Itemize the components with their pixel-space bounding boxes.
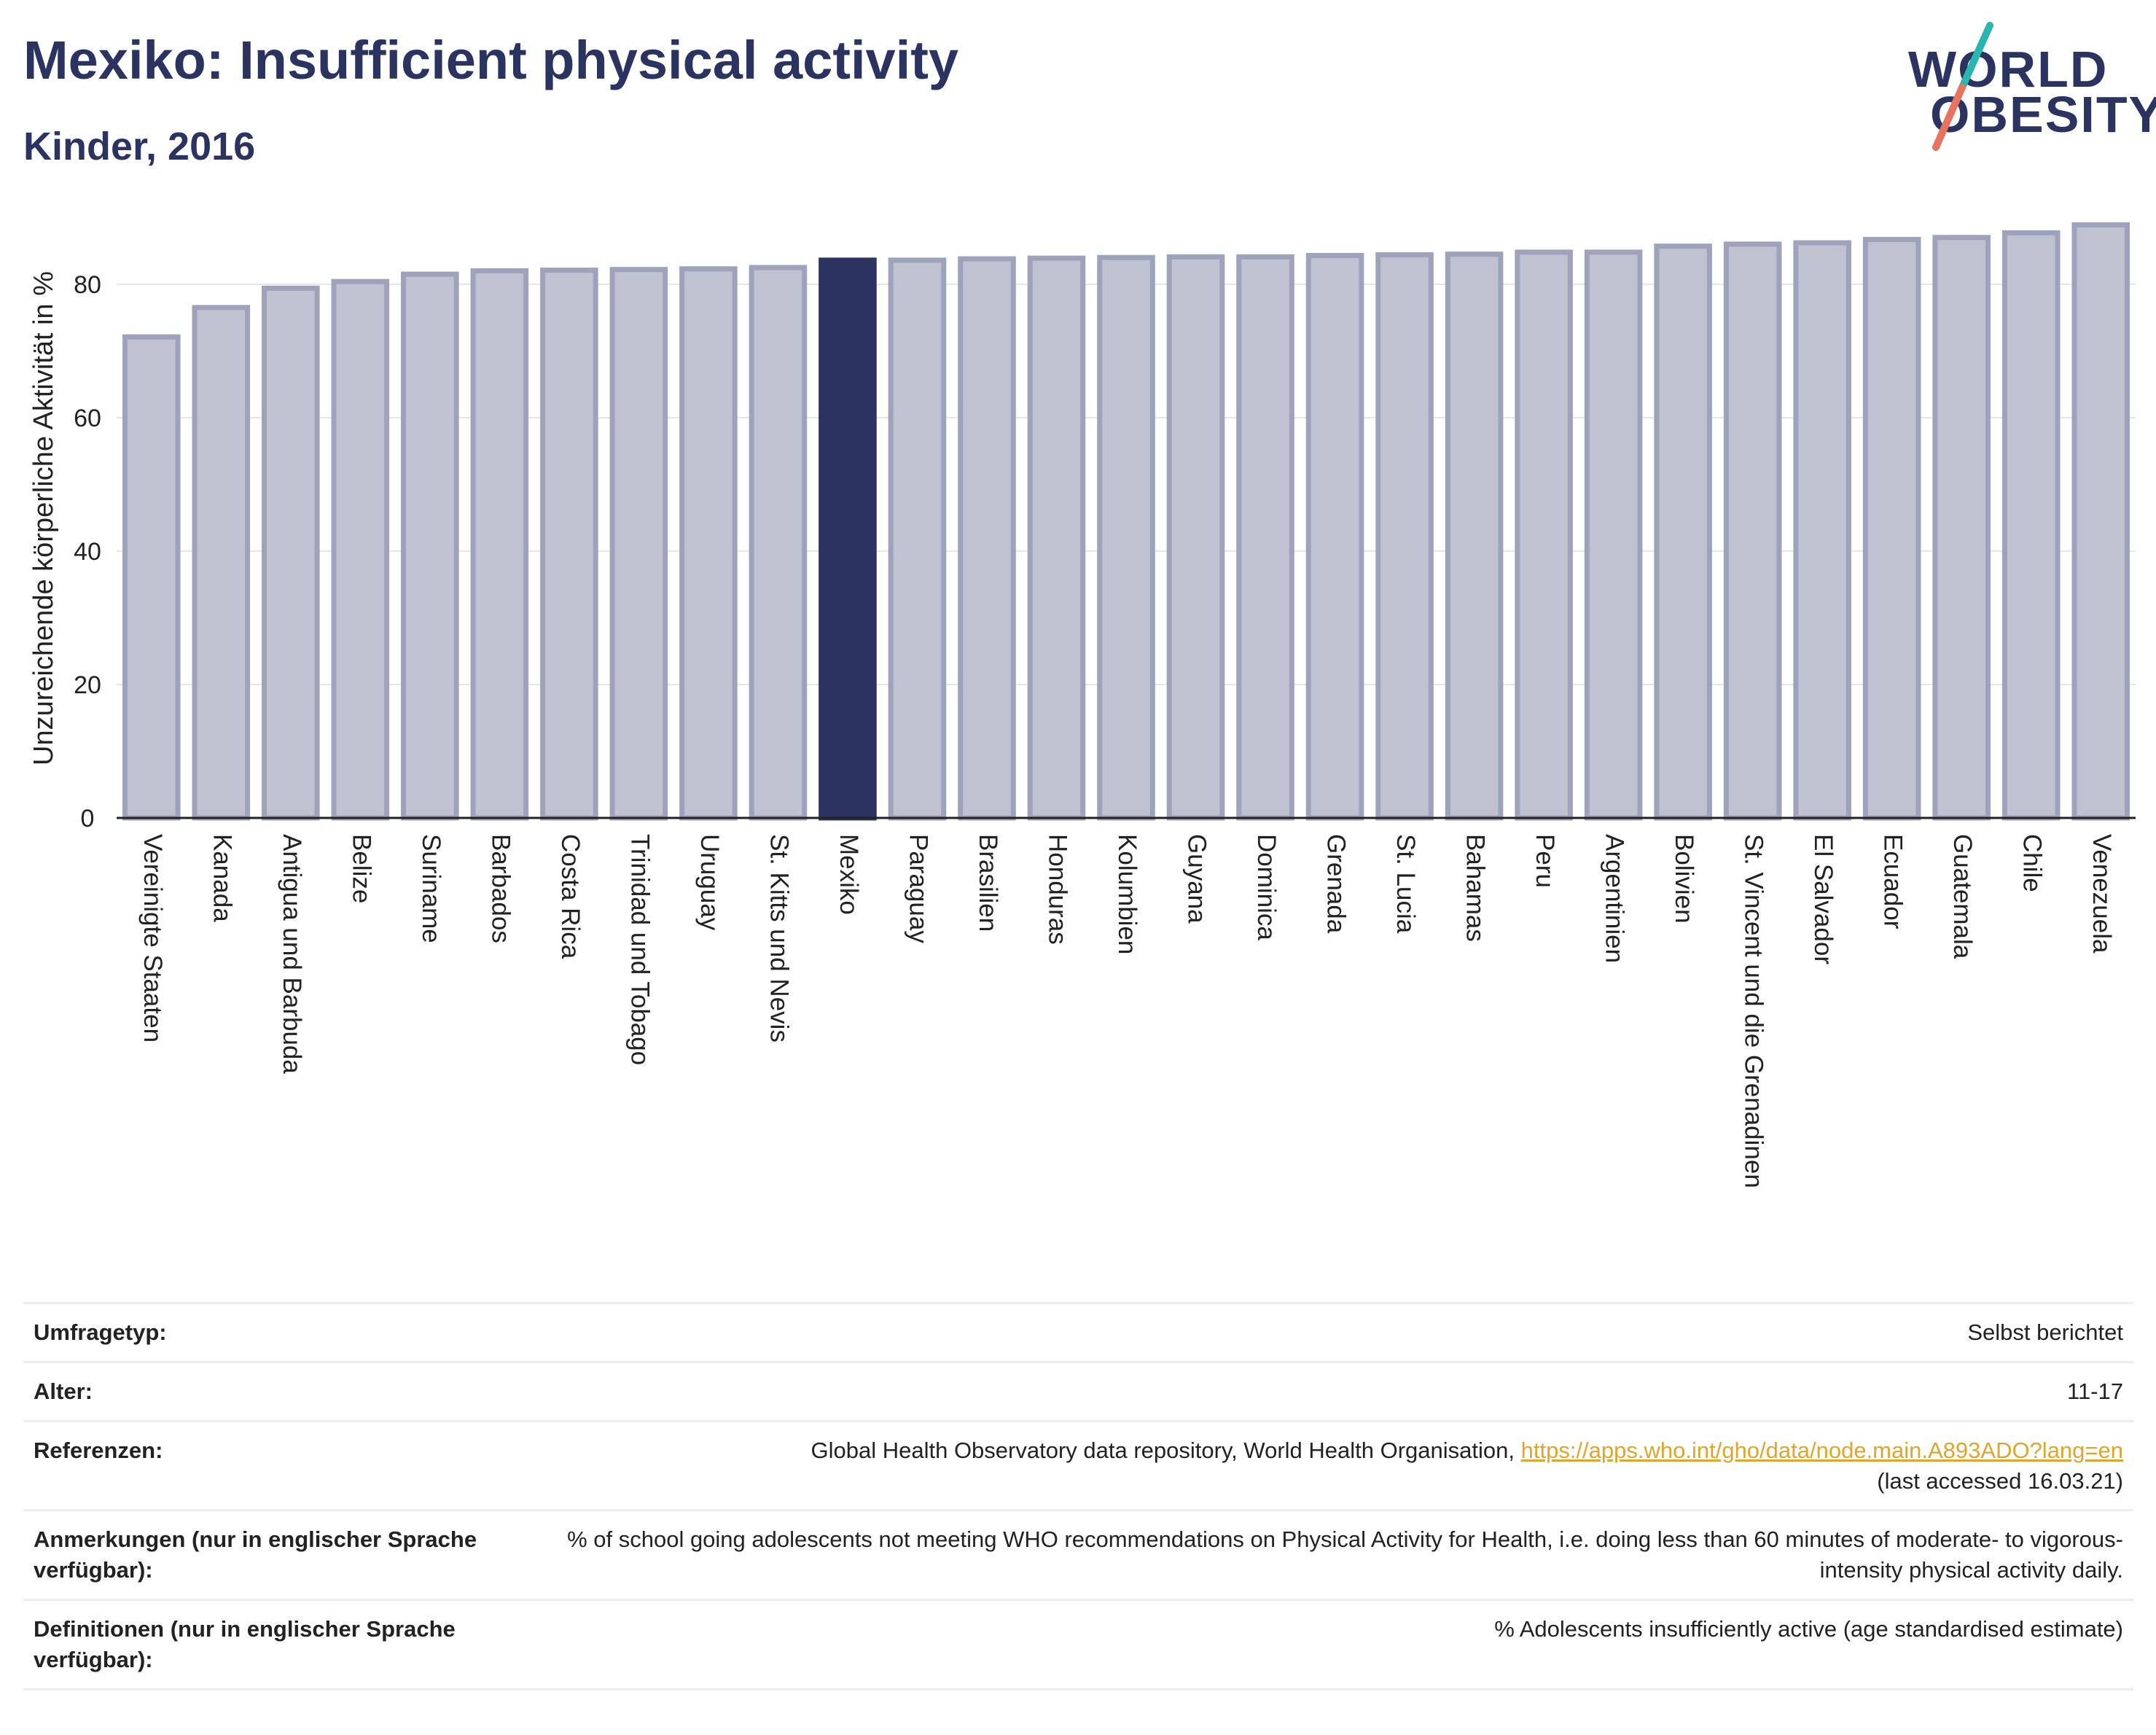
x-tick-label: Mexiko	[835, 834, 863, 915]
x-tick-label: Chile	[2018, 834, 2047, 892]
x-tick-label: Peru	[1531, 834, 1559, 888]
x-axis-labels: Vereinigte Staaten Kanada Antigua und Barb…	[138, 834, 2116, 1188]
x-tick-label: Trinidad und Tobago	[625, 834, 654, 1065]
bar-trinidad-und-tobago	[609, 267, 668, 821]
x-tick-label: Bolivien	[1670, 834, 1698, 924]
x-tick-label: Uruguay	[695, 834, 724, 931]
bar-honduras	[1027, 255, 1086, 821]
x-tick-label: St. Lucia	[1391, 834, 1420, 934]
reference-text: Global Health Observatory data repositor…	[811, 1437, 1515, 1463]
y-tick-label: 40	[74, 538, 101, 566]
x-tick-label: Kanada	[208, 834, 236, 922]
info-row-survey-type: Umfragetyp: Selbst berichtet	[23, 1302, 2133, 1361]
bar-costa-rica	[540, 268, 598, 821]
x-tick-label: Argentinien	[1601, 834, 1629, 963]
x-tick-label: Belize	[347, 834, 375, 903]
x-tick-label: Guyana	[1183, 834, 1211, 924]
x-tick-label: Venezuela	[2087, 834, 2116, 954]
info-value: 11-17	[2067, 1378, 2123, 1404]
x-tick-label: El Salvador	[1809, 834, 1837, 964]
y-tick-label: 20	[74, 671, 101, 699]
reference-link[interactable]: https://apps.who.int/gho/data/node.main.…	[1520, 1437, 2123, 1463]
bar-barbados	[470, 268, 529, 821]
bar-dominica	[1236, 254, 1294, 821]
logo-word-world: WORLD	[1908, 41, 2109, 98]
x-tick-label: Costa Rica	[556, 834, 585, 959]
info-table: Umfragetyp: Selbst berichtet Alter: 11-1…	[23, 1302, 2133, 1691]
info-row-notes: Anmerkungen (nur in englischer Sprache v…	[23, 1509, 2133, 1599]
x-tick-label: Grenada	[1322, 834, 1351, 934]
bar-chart: 0 20 40 60 80 Vereinigte Staaten Kanada Antigu…	[28, 222, 2136, 1188]
bar-kolumbien	[1097, 254, 1155, 821]
info-key: Definitionen (nur in englischer Sprache …	[34, 1616, 456, 1672]
bar-guatemala	[1932, 235, 1991, 821]
page-title: Mexiko: Insufficient physical activity	[23, 30, 959, 90]
bar-venezuela	[2071, 222, 2130, 821]
x-tick-label: St. Vincent und die Grenadinen	[1740, 834, 1768, 1188]
bar-grenada	[1305, 252, 1364, 821]
info-row-references: Referenzen: Global Health Observatory da…	[23, 1419, 2133, 1510]
info-value: Global Health Observatory data repositor…	[811, 1435, 2124, 1497]
info-value: % Adolescents insufficiently active (age…	[1494, 1616, 2123, 1642]
logo-word-obesity: OBESITY	[1930, 86, 2156, 143]
page-subtitle: Kinder, 2016	[23, 125, 256, 168]
y-tick-label: 0	[81, 805, 95, 833]
x-tick-label: Vereinigte Staaten	[138, 834, 167, 1042]
bar-antigua-und-barbuda	[261, 285, 320, 821]
y-tick-label: 60	[74, 405, 101, 432]
x-tick-label: Bahamas	[1461, 834, 1490, 942]
bar-mexiko	[819, 257, 877, 821]
bar-el-salvador	[1793, 240, 1851, 821]
world-obesity-logo: WORLD OBESITY	[1895, 22, 2156, 153]
x-tick-label: Antigua und Barbuda	[278, 834, 306, 1074]
info-key: Alter:	[34, 1378, 93, 1404]
y-tick-label: 80	[74, 271, 101, 299]
bar-st-lucia	[1375, 252, 1434, 821]
bar-st-vincent-und-die-grenadinen	[1723, 241, 1782, 821]
bar-bahamas	[1445, 252, 1504, 821]
bar-paraguay	[888, 257, 947, 821]
x-tick-label: Dominica	[1252, 834, 1281, 940]
info-key: Referenzen:	[34, 1437, 163, 1463]
bar-vereinigte-staaten	[122, 334, 181, 821]
bar-guyana	[1166, 254, 1225, 821]
bar-suriname	[401, 271, 459, 821]
x-tick-label: Guatemala	[1948, 834, 1977, 959]
bar-peru	[1515, 249, 1573, 821]
x-tick-label: St. Kitts und Nevis	[765, 834, 793, 1042]
x-tick-label: Kolumbien	[1113, 834, 1141, 954]
bar-belize	[331, 278, 390, 821]
bar-st-kitts-und-nevis	[749, 265, 808, 821]
info-value: Selbst berichtet	[1967, 1319, 2123, 1345]
info-value: % of school going adolescents not meetin…	[567, 1527, 2123, 1583]
x-tick-label: Ecuador	[1879, 834, 1907, 929]
bar-argentinien	[1584, 249, 1643, 821]
x-tick-label: Brasilien	[974, 834, 1002, 932]
bar-brasilien	[958, 256, 1016, 821]
x-tick-label: Barbados	[486, 834, 515, 943]
logo-slash-icon	[1932, 22, 1993, 151]
bar-chile	[2001, 230, 2061, 821]
bar-uruguay	[679, 266, 738, 821]
x-tick-label: Suriname	[417, 834, 445, 943]
y-axis-label: Unzureichende körperliche Aktivität in %	[28, 271, 59, 765]
x-tick-label: Paraguay	[904, 834, 932, 943]
bar-kanada	[192, 305, 251, 821]
reference-accessed: (last accessed 16.03.21)	[1877, 1467, 2123, 1494]
info-key: Umfragetyp:	[34, 1319, 167, 1345]
chart-bars	[122, 222, 2130, 821]
info-row-definitions: Definitionen (nur in englischer Sprache …	[23, 1599, 2133, 1691]
x-tick-label: Honduras	[1043, 834, 1071, 945]
bar-bolivien	[1654, 243, 1712, 821]
y-axis-ticks: 0 20 40 60 80	[74, 271, 101, 833]
info-key: Anmerkungen (nur in englischer Sprache v…	[34, 1527, 477, 1583]
bar-ecuador	[1862, 237, 1921, 821]
info-row-age: Alter: 11-17	[23, 1360, 2133, 1420]
